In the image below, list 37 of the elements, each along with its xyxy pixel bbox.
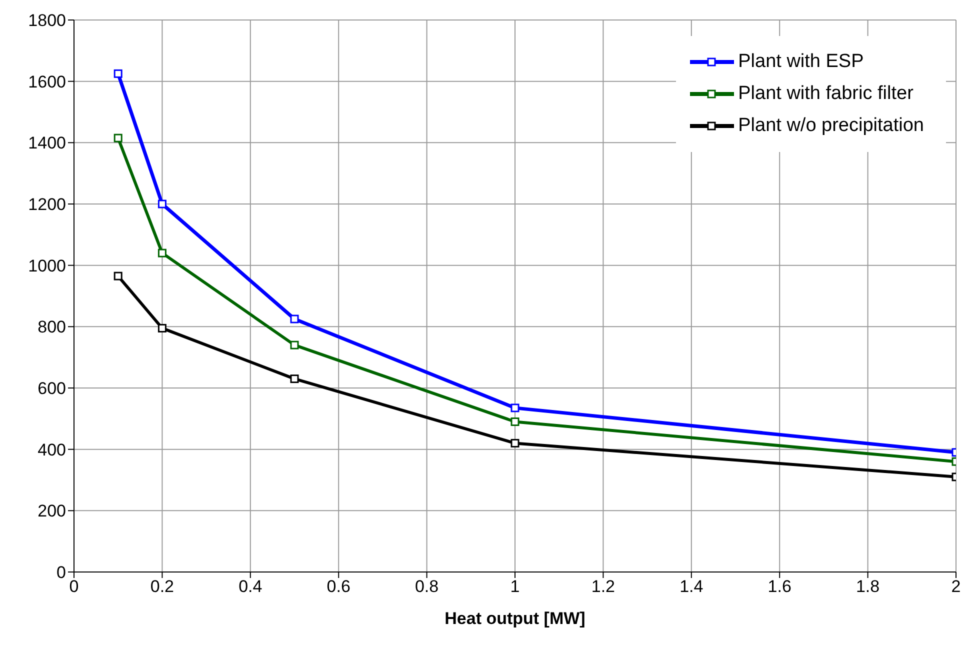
y-tick-label: 1800 bbox=[28, 11, 66, 30]
y-tick-label: 200 bbox=[38, 502, 66, 521]
point bbox=[290, 374, 299, 384]
point bbox=[290, 314, 299, 324]
x-tick-label: 1.4 bbox=[680, 577, 704, 596]
x-tick-label: 1 bbox=[510, 577, 520, 596]
y-tick-label: 1600 bbox=[28, 72, 66, 92]
x-tick-label: 0.4 bbox=[238, 577, 262, 596]
point bbox=[158, 248, 166, 258]
y-tick-label: 0 bbox=[56, 563, 66, 582]
y-tick-label: 1000 bbox=[28, 256, 66, 276]
point bbox=[510, 438, 520, 448]
point bbox=[290, 340, 299, 350]
legend-label: Plant with fabric filter bbox=[738, 82, 914, 106]
point bbox=[114, 134, 122, 142]
point bbox=[114, 69, 122, 78]
x-axis-title: Heat output [MW] bbox=[444, 609, 586, 628]
x-tick-label: 0.2 bbox=[150, 577, 174, 596]
x-tick-label: 1.2 bbox=[591, 577, 616, 596]
x-tick-label: 2 bbox=[951, 577, 961, 596]
point bbox=[158, 324, 166, 332]
y-tick-label: 1400 bbox=[28, 134, 66, 153]
x-tick-label: 1.6 bbox=[768, 577, 792, 596]
x-tick-label: 1.8 bbox=[856, 577, 880, 596]
x-tick-label: 0.6 bbox=[326, 577, 350, 596]
x-tick-label: 0.8 bbox=[414, 577, 439, 596]
y-tick-label: 800 bbox=[38, 318, 66, 337]
point bbox=[510, 404, 520, 412]
point bbox=[114, 272, 122, 280]
legend-label: Plant with ESP bbox=[738, 50, 864, 74]
y-tick-label: 400 bbox=[38, 440, 66, 460]
x-tick-label: 0 bbox=[69, 577, 79, 596]
point bbox=[510, 417, 520, 426]
point bbox=[158, 200, 166, 208]
y-tick-label: 1200 bbox=[28, 195, 66, 214]
legend-label: Plant w/o precipitation bbox=[738, 114, 924, 138]
y-tick-label: 600 bbox=[38, 379, 66, 398]
